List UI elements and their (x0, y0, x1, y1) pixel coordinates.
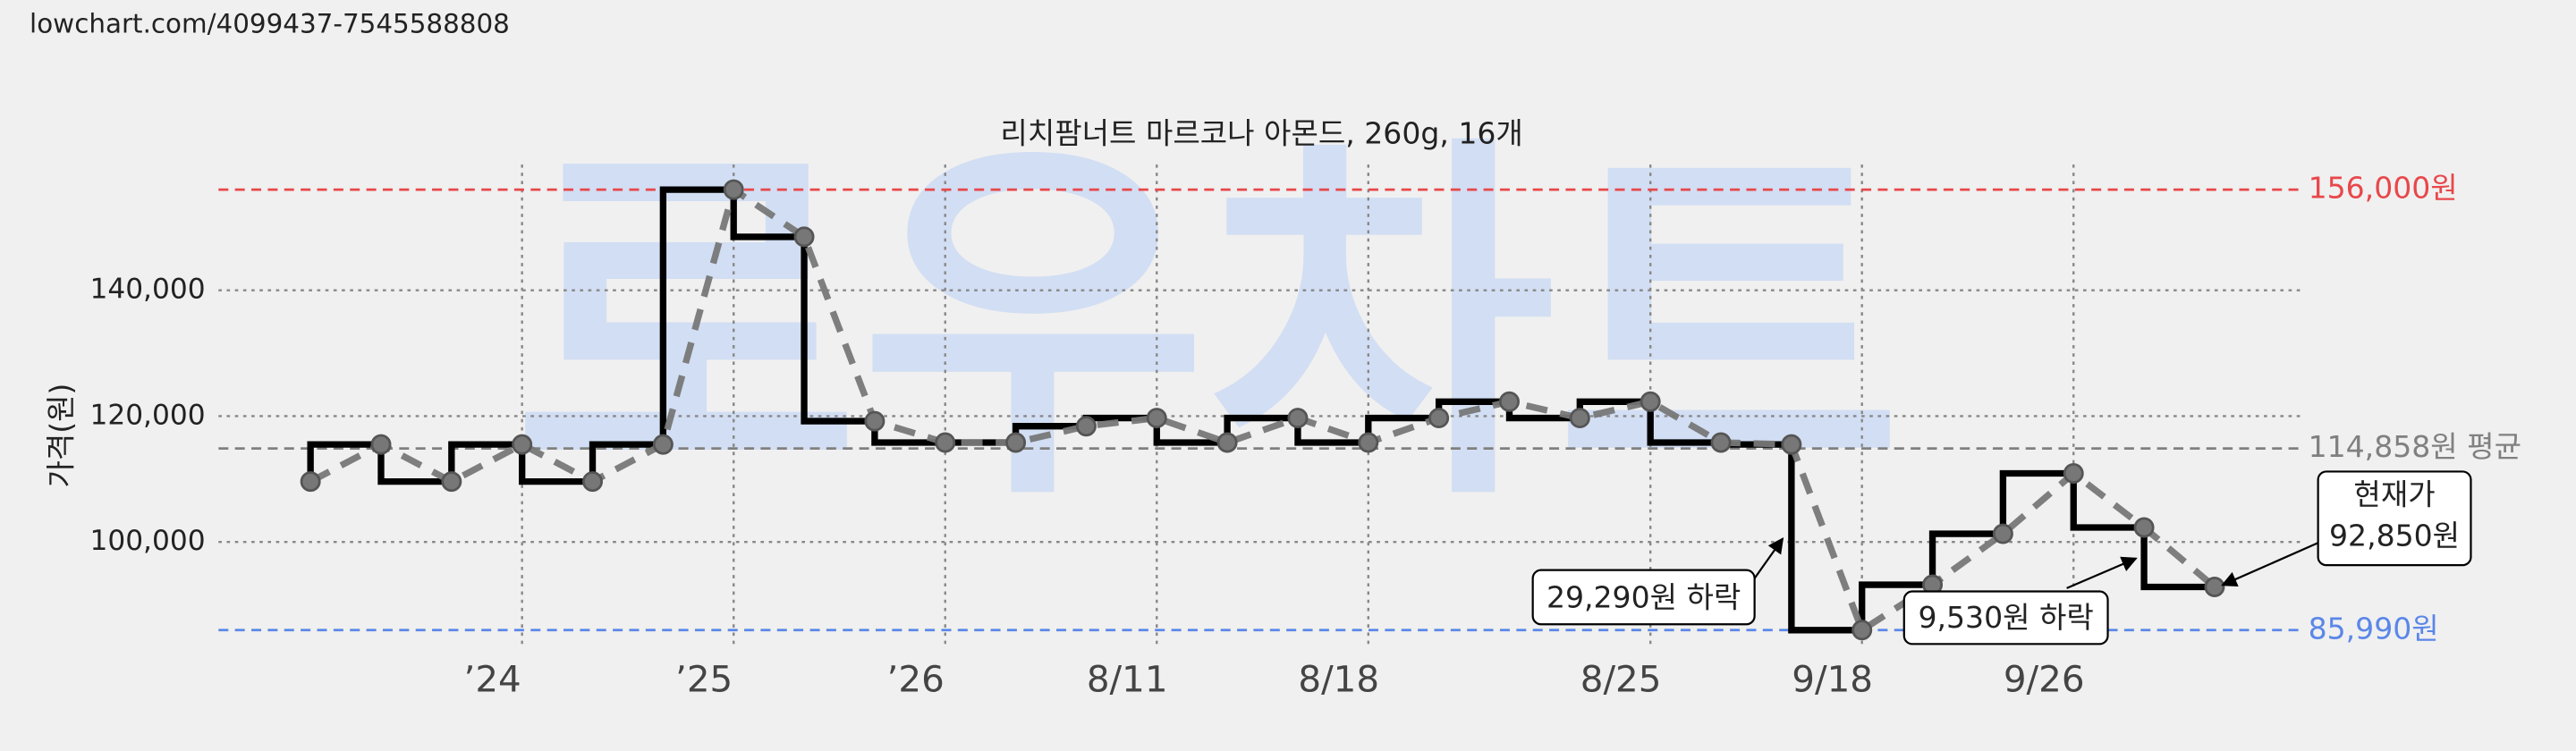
point (935, 432, 956, 453)
point (441, 471, 462, 493)
x-tick-label: ’26 (887, 658, 945, 701)
point (582, 471, 603, 493)
point (793, 226, 815, 248)
x-tick-label: ’24 (463, 658, 521, 701)
annotation-arrow (1753, 536, 1784, 579)
point (1710, 432, 1732, 453)
reference-label: 85,990원 (2309, 611, 2439, 646)
x-tick-label: ’25 (675, 658, 733, 701)
annotation-text: 29,290원 하락 (1546, 579, 1741, 614)
point (1216, 432, 1238, 453)
point (2063, 463, 2084, 484)
y-tick-label: 100,000 (89, 525, 205, 557)
chart-title: 리치팜너트 마르코나 아몬드, 260g, 16개 (1000, 115, 1522, 150)
point (1781, 434, 1802, 455)
point (864, 410, 886, 432)
x-tick-label: 8/11 (1087, 658, 1168, 701)
x-tick-label: 9/18 (1792, 658, 1873, 701)
point (370, 434, 392, 455)
point (723, 179, 744, 200)
point (1287, 408, 1309, 429)
y-tick-label: 120,000 (89, 399, 205, 431)
point (1569, 408, 1590, 429)
point (2204, 577, 2225, 597)
point (1992, 523, 2013, 544)
point (512, 434, 533, 455)
dashed-line (309, 184, 2217, 636)
point (1075, 416, 1097, 437)
point (300, 471, 321, 493)
x-tick-label: 8/25 (1580, 658, 1662, 701)
reference-label: 156,000원 (2309, 171, 2458, 206)
url: lowchart.com/4099437-7545588808 (30, 8, 510, 38)
point (1428, 408, 1450, 429)
reference-label: 114,858원 평균 (2309, 429, 2521, 464)
point (1005, 432, 1027, 453)
watermark: 로우차트 (513, 106, 1903, 546)
y-tick-label: 140,000 (89, 274, 205, 306)
point (1146, 408, 1167, 429)
point (1358, 432, 1379, 453)
point (1499, 391, 1520, 412)
annotation-arrow (2221, 541, 2320, 587)
point (652, 434, 674, 455)
point (1640, 391, 1661, 412)
point (2133, 517, 2155, 538)
x-tick-label: 8/18 (1298, 658, 1379, 701)
annotation-box (1531, 569, 1756, 626)
annotation-box (1902, 590, 2109, 646)
annotation-text: 92,850원 (2329, 518, 2460, 553)
annotation-text: 현재가 (2353, 477, 2435, 512)
annotation-text: 9,530원 하락 (1918, 600, 2093, 635)
point (1852, 620, 1873, 641)
annotation-arrow (2066, 556, 2138, 589)
step-line (307, 186, 2215, 634)
y-axis-label: 가격(원) (43, 384, 78, 488)
x-tick-label: 9/26 (2004, 658, 2085, 701)
annotation-box (2317, 470, 2472, 567)
